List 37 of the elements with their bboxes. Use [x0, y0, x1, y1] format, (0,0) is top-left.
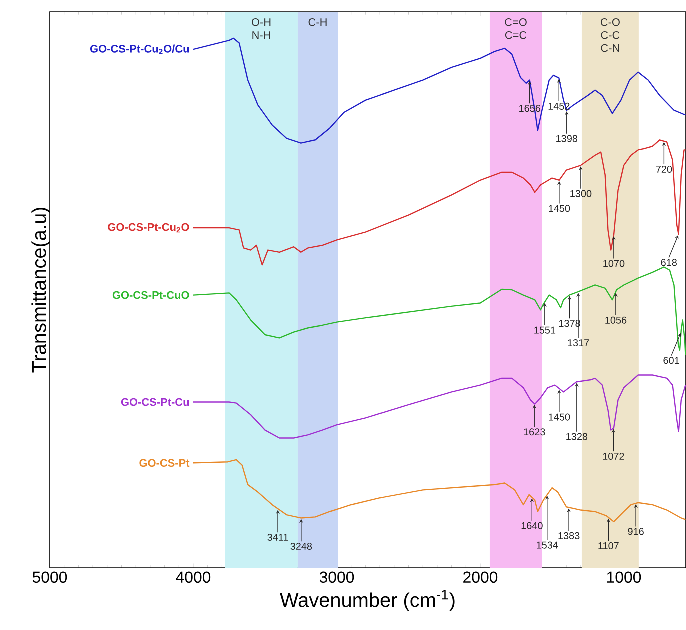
- annotation: 1383: [558, 532, 580, 540]
- annotation: 1300: [570, 190, 592, 198]
- annotation: 1450: [549, 414, 570, 421]
- series-label: GO-CS-Pt-Cu: [121, 398, 190, 406]
- annotation: 1107: [598, 542, 619, 550]
- annotation: 1072: [603, 452, 624, 460]
- annotation: 916: [628, 528, 644, 536]
- annotation: 3411: [268, 534, 288, 542]
- series-label: GO-CS-Pt-CuO: [112, 291, 190, 300]
- annotation: 1623: [524, 428, 546, 436]
- annotation: 618: [661, 259, 677, 266]
- y-axis-title: Transmittance(a.u): [32, 208, 50, 373]
- band-label: C=O C=C: [505, 18, 527, 40]
- band-label: O-H N-H: [252, 18, 271, 40]
- annotation: 1398: [556, 135, 578, 142]
- x-tick-label: 4000: [176, 572, 211, 584]
- annotation: 1328: [566, 433, 588, 440]
- annotation: 1551: [534, 326, 556, 334]
- x-tick-label: 1000: [607, 572, 642, 584]
- annotation: 3248: [290, 542, 312, 550]
- x-tick-label: 2000: [464, 572, 498, 584]
- annotation: 720: [656, 166, 672, 173]
- x-axis-title: Wavenumber (cm$^{-1}$): [280, 590, 455, 612]
- annotation: 1056: [606, 316, 627, 324]
- series-label: GO-CS-Pt-Cu$_{2}$O/Cu: [90, 44, 190, 54]
- x-tick-label: 5000: [32, 572, 68, 584]
- band-label: C-H: [308, 18, 327, 26]
- annotation: 601: [664, 357, 680, 364]
- annotation: 1640: [522, 522, 543, 530]
- series-label: GO-CS-Pt: [140, 459, 190, 468]
- x-tick-label: 3000: [320, 572, 354, 584]
- annotation: 1317: [568, 340, 590, 347]
- annotation: 1070: [604, 260, 625, 268]
- annotation: 1450: [549, 205, 570, 212]
- band-label: C-O C-C C-N: [600, 18, 620, 52]
- annotation: 1534: [537, 542, 558, 549]
- series-label: GO-CS-Pt-Cu$_{2}$O: [108, 223, 190, 233]
